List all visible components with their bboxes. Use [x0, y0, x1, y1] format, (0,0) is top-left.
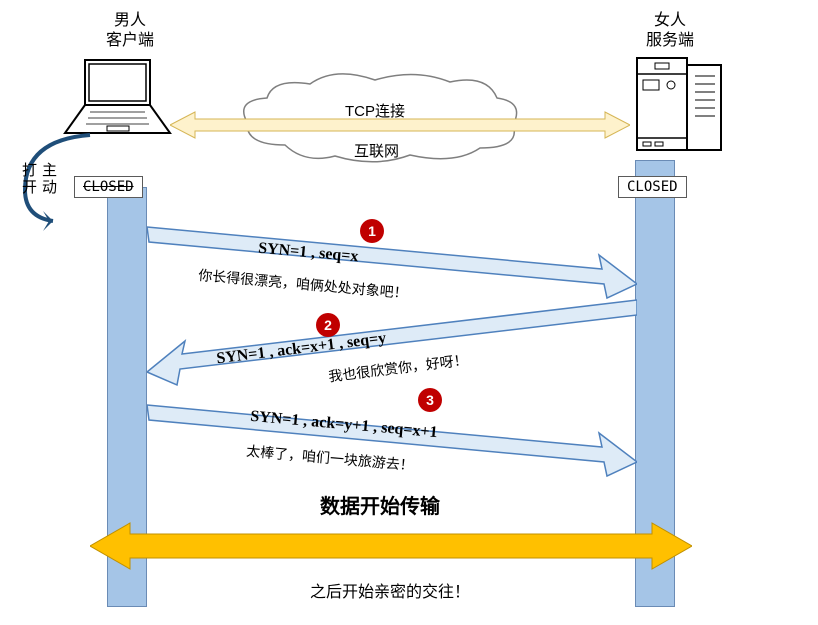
tcp-arrow — [170, 110, 630, 140]
server-state-box: CLOSED — [618, 176, 687, 198]
step2-circle: 2 — [316, 313, 340, 337]
step3-circle: 3 — [418, 388, 442, 412]
server-icon — [625, 48, 735, 163]
open-action-label-a: 主动 — [38, 162, 59, 196]
server-side-label: 服务端 — [630, 26, 710, 50]
transfer-sub: 之后开始亲密的交往！ — [310, 578, 470, 602]
transfer-title: 数据开始传输 — [320, 490, 440, 519]
client-side-label: 客户端 — [90, 26, 170, 50]
transfer-arrow — [90, 520, 692, 572]
open-action-label-b: 打开 — [18, 162, 39, 196]
cloud-bottom-label: 互联网 — [354, 140, 399, 161]
step1-circle: 1 — [360, 219, 384, 243]
